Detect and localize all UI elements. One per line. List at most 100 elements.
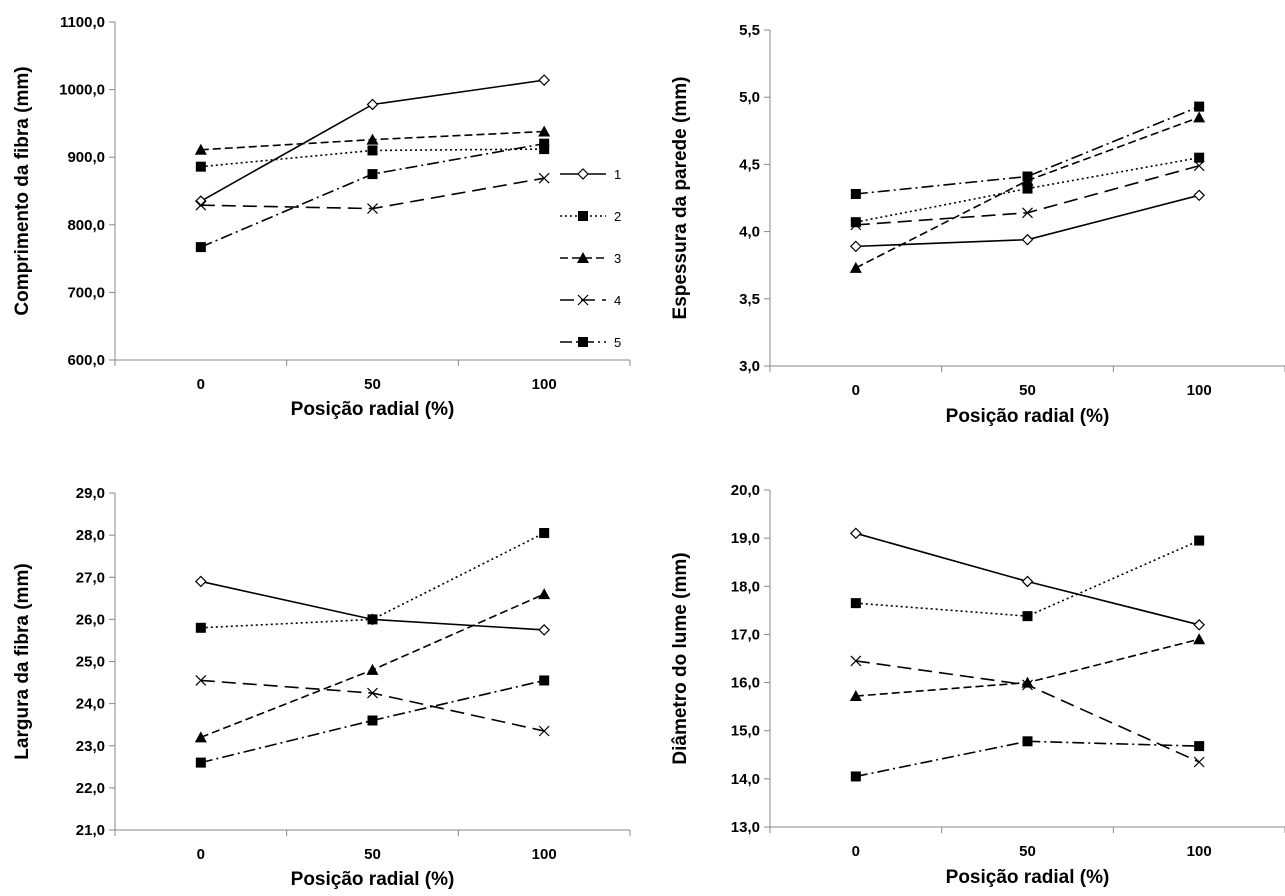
series-1 bbox=[849, 189, 1206, 253]
series-1 bbox=[194, 575, 551, 636]
data-point bbox=[850, 217, 861, 228]
series-5 bbox=[195, 675, 550, 768]
series-line bbox=[200, 177, 545, 210]
legend-label: 1 bbox=[614, 167, 621, 182]
data-point bbox=[1193, 756, 1205, 768]
data-point bbox=[1022, 679, 1033, 691]
series-3 bbox=[194, 588, 551, 743]
data-point bbox=[1022, 171, 1033, 182]
data-point bbox=[367, 687, 378, 699]
y-tick-label: 3,5 bbox=[739, 291, 760, 308]
data-point bbox=[849, 240, 862, 253]
x-tick-label: 0 bbox=[197, 846, 205, 863]
x-tick-label: 100 bbox=[1187, 382, 1212, 399]
series-4 bbox=[850, 655, 1205, 768]
data-point bbox=[195, 675, 207, 686]
legend-marker bbox=[578, 211, 588, 221]
legend-label: 3 bbox=[614, 251, 621, 266]
chart-4: 13,0 14,0 15,0 16,0 17,0 18,0 19,0 20,0 0 50 100 Po… bbox=[670, 482, 1285, 888]
x-axis-title: Posição radial (%) bbox=[946, 406, 1110, 427]
y-tick-label: 18,0 bbox=[731, 578, 760, 595]
data-point bbox=[1193, 633, 1206, 645]
series-2 bbox=[850, 152, 1205, 228]
x-axis-title: Posição radial (%) bbox=[291, 399, 455, 420]
y-tick-label: 28,0 bbox=[76, 527, 105, 544]
series-2 bbox=[850, 535, 1205, 622]
data-point bbox=[367, 169, 378, 180]
series-line bbox=[855, 740, 1200, 778]
y-tick-label: 29,0 bbox=[76, 485, 105, 502]
y-tick-label: 1000,0 bbox=[59, 82, 105, 99]
data-point bbox=[194, 575, 207, 588]
data-point bbox=[1194, 535, 1205, 546]
y-tick-label: 14,0 bbox=[731, 771, 760, 788]
x-tick-label: 50 bbox=[364, 376, 381, 393]
y-tick-label: 1100,0 bbox=[60, 14, 105, 31]
data-point bbox=[538, 125, 551, 137]
data-point bbox=[195, 199, 207, 211]
series-4 bbox=[195, 675, 550, 737]
series-5 bbox=[195, 138, 550, 253]
data-point bbox=[849, 690, 862, 702]
data-point bbox=[849, 527, 862, 540]
data-point bbox=[194, 143, 207, 155]
data-point bbox=[194, 195, 207, 207]
data-point bbox=[539, 528, 550, 539]
x-tick-label: 50 bbox=[364, 846, 381, 863]
y-tick-label: 4,0 bbox=[739, 224, 760, 241]
data-point bbox=[1194, 741, 1205, 752]
data-point bbox=[194, 731, 207, 743]
data-point bbox=[1193, 160, 1205, 172]
y-tick-label: 26,0 bbox=[76, 611, 105, 628]
legend-marker bbox=[577, 252, 589, 263]
y-tick-label: 3,0 bbox=[739, 358, 760, 375]
series-line bbox=[855, 660, 1200, 763]
series-4 bbox=[850, 160, 1205, 231]
series-2 bbox=[195, 528, 550, 633]
data-point bbox=[1022, 183, 1033, 194]
x-tick-label: 100 bbox=[532, 376, 557, 393]
series-line bbox=[855, 156, 1200, 223]
y-tick-label: 700,0 bbox=[67, 284, 105, 301]
data-point bbox=[1193, 111, 1206, 123]
y-tick-label: 800,0 bbox=[67, 217, 105, 234]
series-2 bbox=[195, 144, 550, 172]
data-point bbox=[538, 588, 551, 600]
chart-2: 3,0 3,5 4,0 4,5 5,0 5,5 0 50 100 Posição radial (… bbox=[670, 22, 1285, 427]
y-tick-label: 17,0 bbox=[731, 626, 760, 643]
y-axis-title: Diâmetro do lume (mm) bbox=[670, 552, 691, 764]
x-tick-label: 0 bbox=[852, 843, 860, 860]
data-point bbox=[538, 172, 550, 184]
y-axis-title: Espessura da parede (mm) bbox=[670, 77, 691, 320]
data-point bbox=[195, 622, 206, 633]
data-point bbox=[850, 655, 862, 667]
data-point bbox=[367, 145, 378, 156]
data-point bbox=[367, 614, 378, 625]
data-point bbox=[850, 598, 861, 609]
x-axis-title: Posição radial (%) bbox=[291, 869, 455, 890]
legend-label: 2 bbox=[614, 209, 621, 224]
legend: 1 2 3 4 5 bbox=[560, 167, 621, 350]
data-point bbox=[1193, 189, 1206, 202]
x-tick-label: 50 bbox=[1019, 382, 1036, 399]
y-tick-label: 16,0 bbox=[731, 675, 760, 692]
y-tick-label: 22,0 bbox=[76, 780, 105, 797]
series-line bbox=[200, 142, 545, 248]
data-point bbox=[367, 203, 378, 215]
y-tick-label: 19,0 bbox=[731, 530, 760, 547]
data-point bbox=[538, 74, 551, 86]
data-point bbox=[1021, 233, 1034, 246]
x-tick-label: 100 bbox=[532, 846, 557, 863]
y-tick-label: 20,0 bbox=[731, 482, 760, 499]
data-point bbox=[850, 771, 861, 782]
data-point bbox=[1194, 101, 1205, 112]
x-axis-title: Posição radial (%) bbox=[946, 867, 1110, 888]
y-tick-label: 5,0 bbox=[739, 89, 760, 106]
data-point bbox=[195, 242, 206, 253]
series-5 bbox=[850, 101, 1205, 199]
data-point bbox=[1022, 736, 1033, 747]
data-point bbox=[1193, 618, 1206, 631]
y-tick-label: 21,0 bbox=[76, 822, 105, 839]
series-4 bbox=[195, 172, 550, 215]
